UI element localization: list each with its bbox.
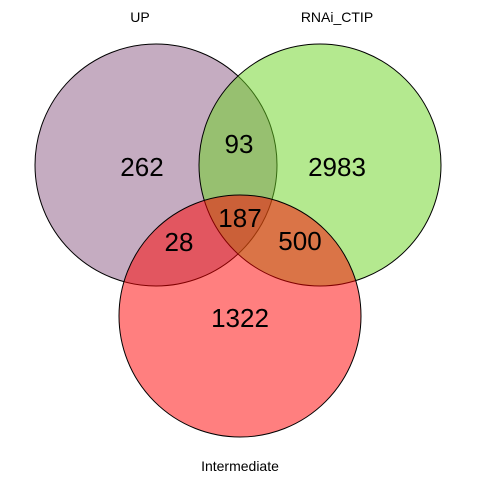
set-label-intermediate: Intermediate [201, 458, 279, 474]
count-up-rnai: 93 [225, 129, 254, 159]
set-label-rnai-ctip: RNAi_CTIP [301, 9, 373, 25]
count-up-intermediate: 28 [165, 227, 194, 257]
count-rnai-only: 2983 [308, 152, 366, 182]
count-intermediate-only: 1322 [211, 303, 269, 333]
set-circle-intermediate [118, 194, 362, 438]
set-label-up: UP [130, 9, 149, 25]
count-all-three: 187 [218, 203, 261, 233]
count-rnai-intermediate: 500 [278, 226, 321, 256]
count-up-only: 262 [120, 152, 163, 182]
